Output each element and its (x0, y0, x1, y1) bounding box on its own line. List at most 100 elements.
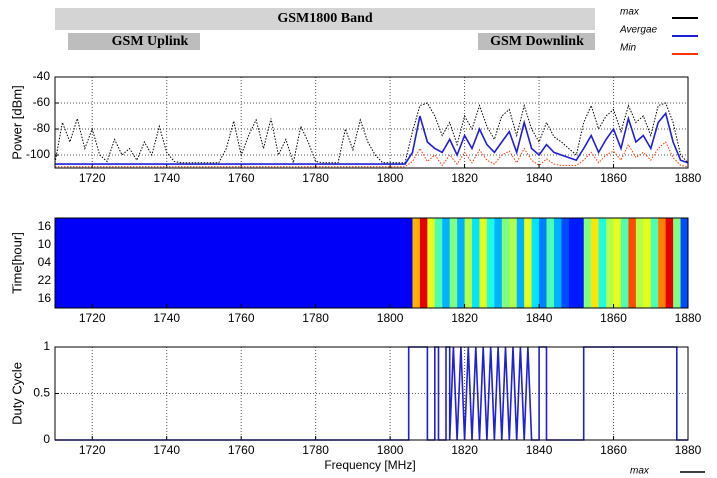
x-tick-label: 1740 (153, 311, 180, 325)
heatmap-cell (84, 218, 93, 308)
downlink-bar (478, 33, 595, 50)
heatmap-cell (628, 218, 637, 308)
x-tick-label: 1760 (228, 443, 255, 457)
x-tick-label: 1840 (526, 311, 553, 325)
heatmap-cell (553, 218, 562, 308)
heatmap-cell (635, 218, 644, 308)
x-tick-label: 1780 (302, 443, 329, 457)
y-tick-label: 16 (38, 291, 52, 305)
heatmap-cell (62, 218, 71, 308)
heatmap-cell (211, 218, 220, 308)
heatmap-cell (345, 218, 354, 308)
x-tick-label: 1800 (377, 443, 404, 457)
y-tick-label: 16 (38, 219, 52, 233)
heatmap-cell (419, 218, 428, 308)
heatmap-cell (166, 218, 175, 308)
heatmap-cell (650, 218, 659, 308)
heatmap-cell (330, 218, 339, 308)
x-tick-label: 1780 (302, 311, 329, 325)
heatmap-cell (278, 218, 287, 308)
legend-label: Min (620, 43, 637, 54)
heatmap-cell (323, 218, 332, 308)
heatmap-cell (337, 218, 346, 308)
heatmap-cell (397, 218, 406, 308)
x-tick-label: 1760 (228, 311, 255, 325)
band-title: GSM1800 Band (277, 11, 373, 26)
series-line (54, 102, 689, 165)
x-tick-label: 1760 (228, 171, 255, 185)
heatmap-cell (486, 218, 495, 308)
plot-frame (54, 346, 689, 441)
heatmap-cell (308, 218, 317, 308)
heatmap-cell (561, 218, 570, 308)
series-line (55, 141, 689, 168)
plot-frame (54, 217, 689, 309)
heatmap-cell (449, 218, 458, 308)
x-tick-label: 1800 (377, 171, 404, 185)
heatmap-cell (531, 218, 540, 308)
y-axis-label: Duty Cycle (9, 362, 24, 425)
heatmap-cell (218, 218, 227, 308)
heatmap-cell (293, 218, 302, 308)
x-tick-label: 1780 (302, 171, 329, 185)
heatmap-cell (427, 218, 436, 308)
heatmap-cell (270, 218, 279, 308)
heatmap-cell (241, 218, 250, 308)
heatmap-cell (263, 218, 272, 308)
heatmap-cell (606, 218, 615, 308)
heatmap-cell (181, 218, 190, 308)
duty-line (55, 346, 688, 441)
heatmap-cell (99, 218, 108, 308)
heatmap-cell (494, 218, 503, 308)
heatmap-cell (69, 218, 78, 308)
series-line (55, 111, 689, 165)
x-tick-label: 1840 (526, 443, 553, 457)
heatmap-cell (92, 218, 101, 308)
heatmap-cell (501, 218, 510, 308)
heatmap-cell (568, 218, 577, 308)
heatmap-cell (233, 218, 242, 308)
y-axis-label: Power [dBm] (9, 85, 24, 159)
heatmap-cell (680, 218, 689, 308)
x-tick-label: 1740 (153, 443, 180, 457)
x-tick-label: 1720 (79, 311, 106, 325)
heatmap-cell (352, 218, 361, 308)
uplink-bar (68, 33, 200, 50)
heatmap-cell (129, 218, 138, 308)
heatmap-cell (524, 218, 533, 308)
uplink-label: GSM Uplink (112, 34, 189, 49)
y-tick-label: 1 (43, 339, 50, 353)
heatmap-cell (464, 218, 473, 308)
heatmap-cell (300, 218, 309, 308)
heatmap-cell (479, 218, 488, 308)
heatmap-cell (256, 218, 265, 308)
heatmap-cell (285, 218, 294, 308)
heatmap-cell (613, 218, 622, 308)
x-tick-label: 1840 (526, 171, 553, 185)
y-tick-label: -80 (33, 121, 51, 135)
heatmap-cell (673, 218, 682, 308)
heatmap-cell (248, 218, 257, 308)
y-tick-label: 10 (38, 237, 52, 251)
y-tick-label: 0 (43, 432, 50, 446)
heatmap-cell (665, 218, 674, 308)
heatmap-cell (367, 218, 376, 308)
heatmap-cell (509, 218, 518, 308)
heatmap-cell (658, 218, 667, 308)
heatmap-cell (576, 218, 585, 308)
heatmap-cell (539, 218, 548, 308)
x-tick-label: 1880 (675, 171, 702, 185)
y-tick-label: -60 (33, 95, 51, 109)
y-tick-label: 22 (38, 273, 52, 287)
y-tick-label: -40 (33, 69, 51, 83)
heatmap-cell (457, 218, 466, 308)
heatmap-cell (77, 218, 86, 308)
legend-label: Avergae (619, 25, 658, 36)
heatmap-cell (598, 218, 607, 308)
footer-legend: max (630, 466, 650, 477)
band-bar (55, 8, 595, 30)
x-tick-label: 1820 (451, 311, 478, 325)
legend-label: max (620, 7, 640, 18)
heatmap-cell (472, 218, 480, 308)
x-tick-label: 1820 (451, 171, 478, 185)
